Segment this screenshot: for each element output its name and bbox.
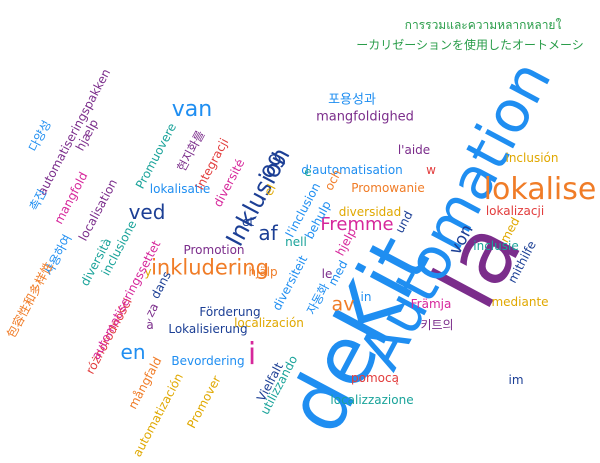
cloud-word: inkludering [151, 255, 269, 280]
cloud-word: za [142, 300, 162, 320]
cloud-word: 다양성 [26, 118, 54, 154]
cloud-word: Promotion [183, 243, 245, 257]
cloud-word: 촉진 [26, 186, 50, 214]
cloud-word: Förderung [199, 305, 261, 319]
cloud-word: nell [285, 235, 307, 249]
cloud-word: Bevordering [171, 354, 245, 368]
cloud-word: localización [234, 316, 304, 330]
cloud-word: af [258, 221, 278, 245]
cloud-word: mangfoldighed [316, 109, 414, 125]
cloud-word: การรวมและความหลากหลายใ [404, 18, 562, 32]
cloud-word: Lokalisierung [168, 322, 248, 336]
cloud-word: Promowanie [351, 181, 425, 195]
cloud-word: en [120, 340, 146, 364]
cloud-word: Fremme [320, 214, 394, 235]
cloud-word: localizzazione [330, 393, 414, 407]
cloud-word: inclusión [505, 151, 559, 165]
cloud-word: Främja [410, 297, 452, 311]
cloud-word: Promover [184, 373, 224, 431]
cloud-word: et [241, 215, 255, 229]
cloud-word: 포용성과 [328, 92, 376, 108]
cloud-word: lokalizacji [485, 204, 545, 218]
cloud-word: l'aide [397, 143, 431, 157]
cloud-word: lokalisatie [149, 182, 211, 196]
cloud-word: lokalise [483, 172, 597, 207]
cloud-word: im [508, 373, 524, 387]
cloud-word: diversidad [338, 205, 402, 219]
cloud-word: le [321, 267, 333, 281]
cloud-word: inclusie [473, 239, 519, 253]
cloud-word: van [171, 97, 213, 122]
cloud-word: 키트의 [420, 318, 454, 332]
cloud-word: pomocą [351, 371, 399, 385]
cloud-word: ーカリゼーションを使用したオートメーシ [356, 38, 584, 52]
cloud-word: in [360, 290, 372, 304]
cloud-word: hjälp [248, 265, 278, 279]
cloud-word: y [144, 265, 152, 279]
cloud-word: av [331, 293, 355, 316]
cloud-word: mediante [491, 295, 549, 309]
cloud-word: 包容性和多样性 [4, 259, 56, 341]
cloud-word: w [426, 163, 436, 177]
cloud-word: diversiteit [269, 253, 311, 313]
cloud-word: e [304, 165, 312, 179]
cloud-word: d'automatisation [301, 163, 403, 177]
cloud-word: ved [128, 200, 166, 224]
cloud-word: i [247, 337, 257, 372]
cloud-word: mangfold [51, 169, 91, 227]
cloud-word: Promuovere [132, 120, 180, 192]
cloud-word: à [146, 318, 154, 332]
